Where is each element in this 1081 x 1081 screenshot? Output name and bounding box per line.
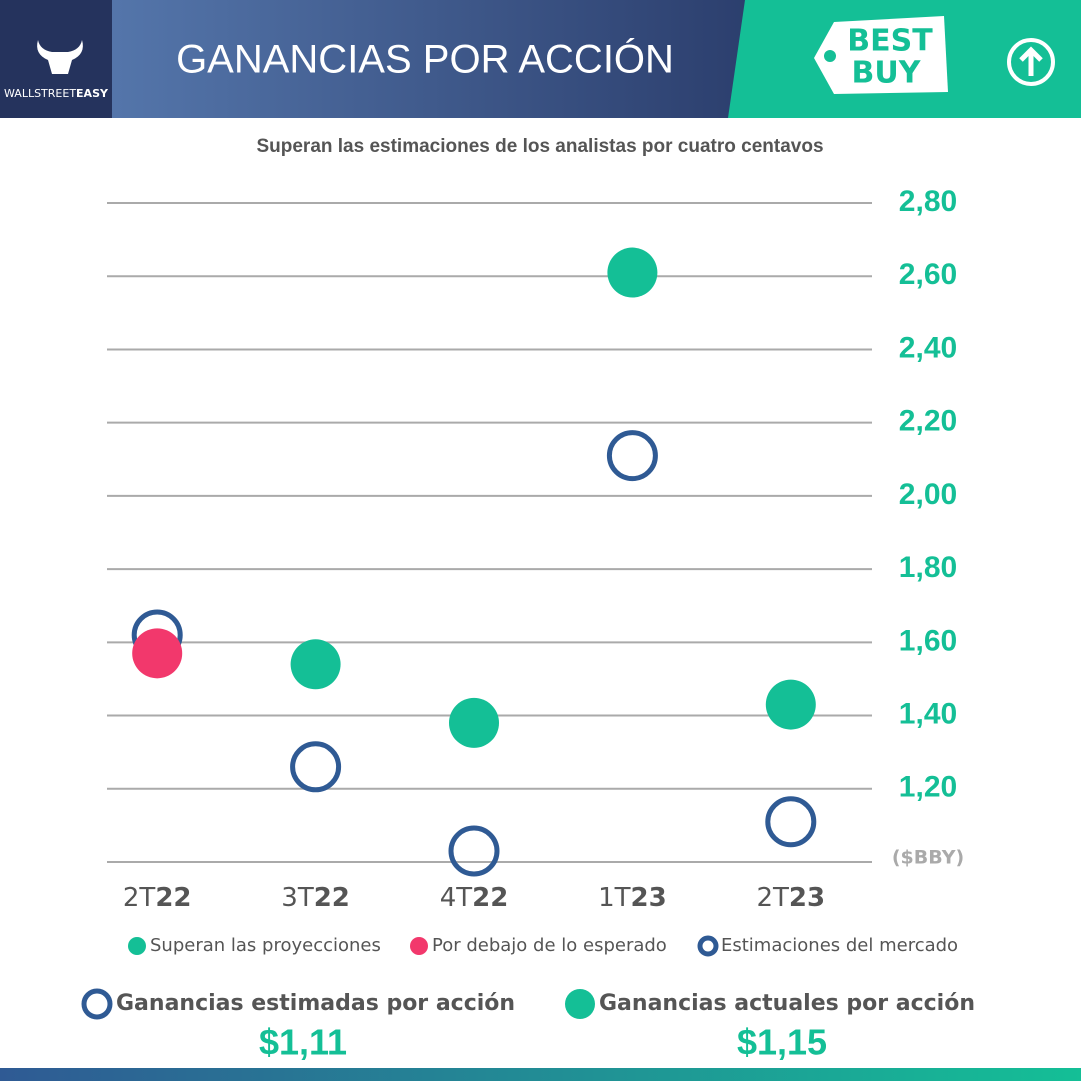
- logo-line: BEST: [847, 24, 933, 59]
- brand-a: WALLSTREET: [4, 87, 76, 100]
- title: GANANCIAS POR ACCIÓN: [176, 37, 674, 82]
- y-tick-label: 1,60: [899, 624, 957, 657]
- point: [449, 697, 499, 748]
- x-tick-label: 1T23: [598, 883, 667, 913]
- point: [765, 796, 817, 848]
- y-tick-label: 2,60: [899, 258, 957, 291]
- legend-label: Por debajo de lo esperado: [432, 935, 667, 956]
- x-tick-label: 2T22: [123, 883, 192, 913]
- header-left: [0, 0, 745, 118]
- summary-value: $1,15: [737, 1022, 827, 1063]
- legend-marker: [697, 935, 719, 957]
- y-axis-label: ($BBY): [892, 847, 964, 869]
- point: [448, 825, 500, 877]
- y-tick-label: 1,40: [899, 697, 957, 730]
- brand-icon: [37, 40, 83, 74]
- x-tick-label: 4T22: [440, 883, 509, 913]
- up-icon: [1007, 38, 1055, 86]
- logo-tag: [814, 16, 948, 94]
- logo-hole: [824, 50, 836, 62]
- legend-marker: [128, 937, 146, 955]
- y-tick-label: 2,20: [899, 405, 957, 438]
- point: [607, 247, 658, 298]
- brand: WALLSTREETEASY: [4, 87, 109, 100]
- summary-value: $1,11: [259, 1022, 347, 1063]
- point: [132, 628, 183, 679]
- point: [290, 741, 342, 793]
- legend-marker: [410, 937, 428, 955]
- summary-label: Ganancias actuales por acción: [599, 991, 975, 1016]
- y-tick-label: 1,20: [899, 771, 957, 804]
- y-tick-label: 1,80: [899, 551, 957, 584]
- summary-marker: [565, 989, 595, 1019]
- y-tick-label: 2,00: [899, 478, 957, 511]
- y-tick-label: 2,80: [899, 185, 957, 218]
- x-tick-label: 2T23: [756, 883, 825, 913]
- point: [606, 430, 658, 482]
- brand-b: EASY: [76, 87, 109, 100]
- point: [765, 679, 816, 730]
- summary-label: Ganancias estimadas por acción: [116, 991, 515, 1016]
- summary-marker: [81, 988, 113, 1020]
- up-arrow: [1019, 46, 1043, 76]
- subtitle: Superan las estimaciones de los analista…: [256, 136, 823, 157]
- legend-label: Estimaciones del mercado: [721, 935, 958, 956]
- point: [290, 639, 341, 690]
- y-tick-label: 2,40: [899, 331, 957, 364]
- footer-bar: [0, 1068, 1081, 1081]
- legend-label: Superan las proyecciones: [150, 935, 381, 956]
- x-tick-label: 3T22: [281, 883, 350, 913]
- logo-line: BUY: [852, 56, 922, 91]
